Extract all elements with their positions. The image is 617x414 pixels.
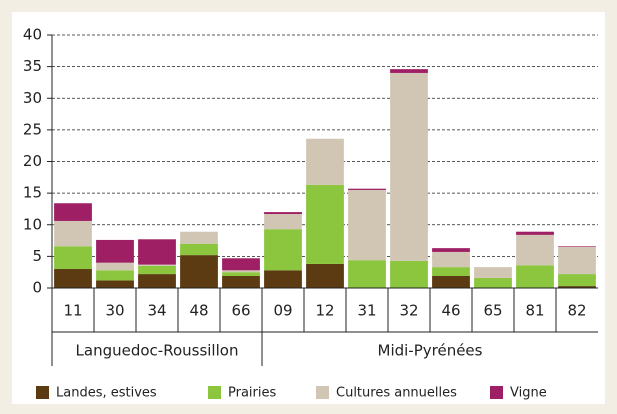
bar-segment xyxy=(432,267,470,276)
bar-segment xyxy=(222,275,260,288)
bar-segment xyxy=(180,231,218,244)
y-tick-label: 5 xyxy=(32,247,42,265)
bar-segment xyxy=(306,138,344,185)
x-tick-label: 82 xyxy=(567,302,586,320)
bar-segment xyxy=(390,69,428,73)
x-tick-label: 34 xyxy=(147,302,166,320)
bar-segment xyxy=(54,269,92,288)
bar-segment xyxy=(432,248,470,252)
bar-segment xyxy=(348,260,386,288)
y-tick-label: 20 xyxy=(23,152,42,170)
bar-segment xyxy=(516,265,554,288)
bar-segment xyxy=(138,265,176,275)
bar-segment xyxy=(138,274,176,288)
bar-segment xyxy=(54,246,92,270)
bar-segment xyxy=(558,286,596,288)
bar-segment xyxy=(222,272,260,276)
bar-segment xyxy=(390,72,428,261)
bar-segment xyxy=(138,264,176,266)
bar-segment xyxy=(306,184,344,264)
y-tick-label: 35 xyxy=(23,57,42,75)
bar-segment xyxy=(138,239,176,265)
bar-segment xyxy=(558,246,596,275)
legend-swatch xyxy=(36,386,49,399)
x-tick-label: 48 xyxy=(189,302,208,320)
group-label: Midi-Pyrénées xyxy=(378,342,483,360)
x-tick-label: 46 xyxy=(441,302,460,320)
x-tick-label: 30 xyxy=(105,302,124,320)
legend-swatch xyxy=(490,386,503,399)
bar-segment xyxy=(474,277,512,288)
y-tick-label: 30 xyxy=(23,89,42,107)
legend-label: Cultures annuelles xyxy=(336,386,457,401)
bar-segment xyxy=(54,220,92,247)
bar-segment xyxy=(264,213,302,230)
y-tick-label: 25 xyxy=(23,120,42,138)
bar-segment xyxy=(264,212,302,214)
x-tick-label: 11 xyxy=(63,302,82,320)
bar-segment xyxy=(264,229,302,271)
x-tick-label: 66 xyxy=(231,302,250,320)
bar-segment xyxy=(558,274,596,287)
bar-segment xyxy=(348,189,386,261)
legend-swatch xyxy=(208,386,221,399)
legend-swatch xyxy=(316,386,329,399)
bar-segment xyxy=(180,243,218,256)
bar-segment xyxy=(180,255,218,288)
y-tick-label: 40 xyxy=(23,26,42,44)
bar-segment xyxy=(432,251,470,268)
bar-segment xyxy=(474,267,512,278)
bar-segment xyxy=(516,231,554,235)
bar-segment xyxy=(306,263,344,288)
y-tick-label: 10 xyxy=(23,215,42,233)
bar-segment xyxy=(432,275,470,288)
x-tick-label: 12 xyxy=(315,302,334,320)
bar-segment xyxy=(96,262,134,271)
y-tick-label: 15 xyxy=(23,184,42,202)
bar-segment xyxy=(264,270,302,288)
bar-segment xyxy=(390,260,428,288)
legend-label: Prairies xyxy=(228,386,276,401)
legend-label: Landes, estives xyxy=(56,386,157,401)
x-tick-label: 32 xyxy=(399,302,418,320)
bar-segment xyxy=(222,270,260,273)
bar-segment xyxy=(516,234,554,266)
bar-segment xyxy=(558,246,596,247)
bar-segment xyxy=(54,203,92,221)
bar-segment xyxy=(222,258,260,271)
y-tick-label: 0 xyxy=(32,279,42,297)
bar-segment xyxy=(96,270,134,281)
x-tick-label: 09 xyxy=(273,302,292,320)
bar-segment xyxy=(96,239,134,263)
bar-segment xyxy=(348,188,386,190)
x-tick-label: 65 xyxy=(483,302,502,320)
x-tick-label: 31 xyxy=(357,302,376,320)
x-tick-label: 81 xyxy=(525,302,544,320)
group-label: Languedoc-Roussillon xyxy=(76,342,239,360)
legend-label: Vigne xyxy=(510,386,547,401)
bar-segment xyxy=(96,280,134,288)
